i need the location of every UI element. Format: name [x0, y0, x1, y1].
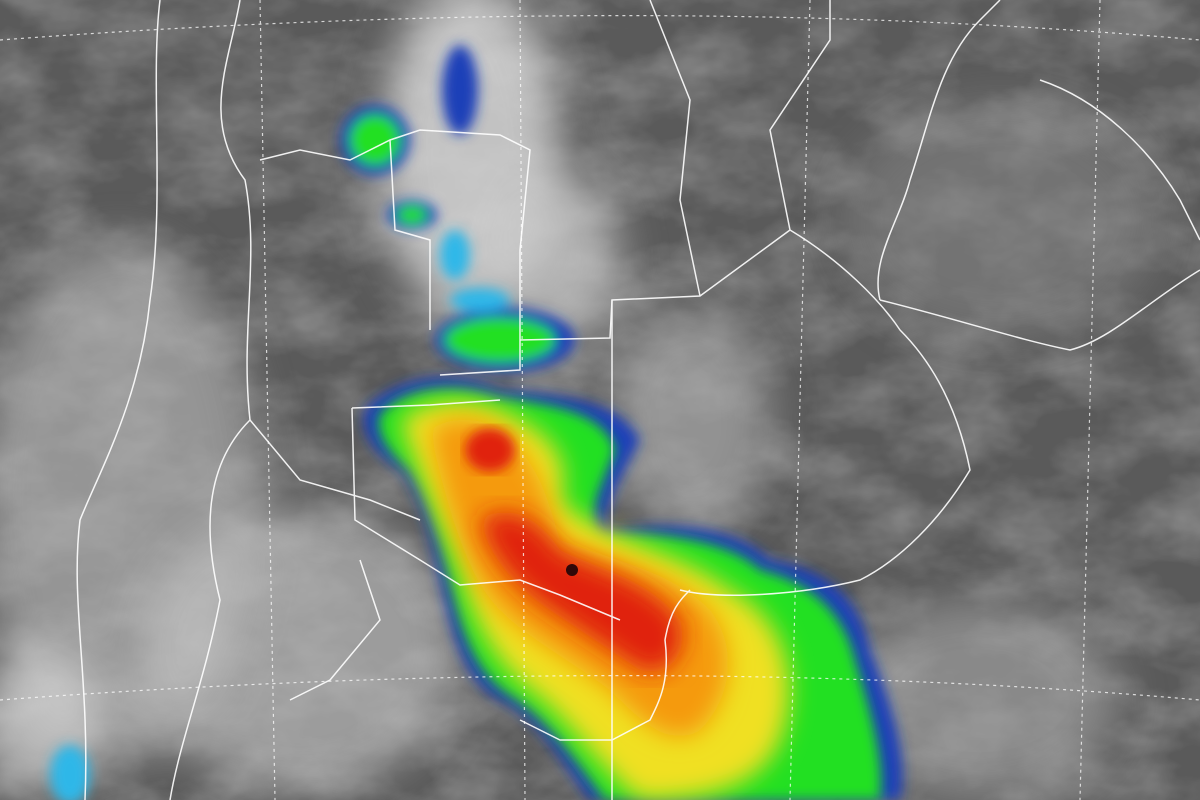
storm-main — [363, 377, 903, 800]
political-borders — [76, 0, 1200, 800]
storm-northern-cells — [50, 45, 575, 800]
cloud-fields — [0, 0, 1160, 800]
